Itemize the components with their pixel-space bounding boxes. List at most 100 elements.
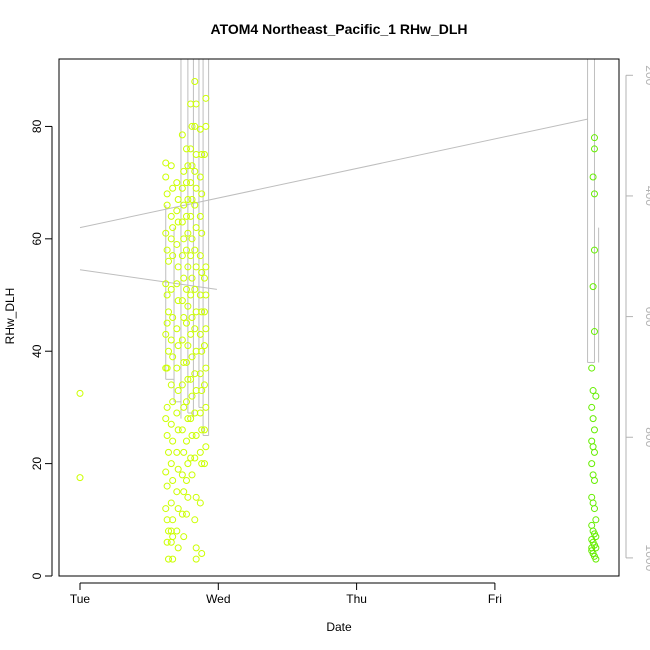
data-point	[173, 240, 181, 248]
data-point	[184, 162, 192, 170]
data-point	[184, 415, 192, 423]
chart-title: ATOM4 Northeast_Pacific_1 RHw_DLH	[211, 21, 468, 37]
data-point	[178, 184, 186, 192]
data-point	[590, 145, 598, 153]
data-point	[589, 283, 597, 291]
data-point	[162, 330, 170, 338]
profile-lines	[79, 59, 600, 437]
data-point	[162, 415, 170, 423]
data-point	[592, 392, 600, 400]
data-point	[192, 100, 200, 108]
data-point	[180, 533, 188, 541]
data-point	[202, 291, 210, 299]
data-point	[590, 328, 598, 336]
data-point	[162, 364, 170, 372]
data-point	[169, 476, 177, 484]
data-point	[162, 280, 170, 288]
data-point	[178, 297, 186, 305]
data-point	[588, 544, 596, 552]
data-point	[173, 527, 181, 535]
data-point	[198, 151, 206, 159]
data-point	[590, 134, 598, 142]
data-point	[163, 538, 171, 546]
data-point	[590, 246, 598, 254]
data-point	[167, 212, 175, 220]
data-point	[589, 471, 597, 479]
data-point	[163, 201, 171, 209]
right-tick-label: 600	[643, 307, 650, 327]
data-point	[174, 218, 182, 226]
data-point	[180, 403, 188, 411]
data-point	[196, 125, 204, 133]
right-tick-label: 800	[643, 427, 650, 447]
data-point	[588, 437, 596, 445]
data-point	[178, 426, 186, 434]
data-point	[162, 468, 170, 476]
data-point	[174, 297, 182, 305]
data-point	[202, 325, 210, 333]
data-point	[167, 235, 175, 243]
data-point	[169, 224, 177, 232]
x-tick-label: Fri	[488, 592, 502, 606]
data-point	[192, 544, 200, 552]
data-point	[178, 471, 186, 479]
data-point	[202, 94, 210, 102]
data-point	[196, 330, 204, 338]
data-point	[174, 387, 182, 395]
x-tick-label: Wed	[206, 592, 230, 606]
data-point	[167, 538, 175, 546]
data-point	[169, 555, 177, 563]
data-point	[182, 398, 190, 406]
y-tick-label: 40	[30, 344, 44, 358]
data-point	[165, 555, 173, 563]
data-point	[187, 415, 195, 423]
data-point	[589, 173, 597, 181]
data-point	[163, 190, 171, 198]
data-point	[162, 173, 170, 181]
data-point	[184, 302, 192, 310]
y-tick-label: 0	[30, 572, 44, 579]
data-point	[184, 460, 192, 468]
data-point	[188, 392, 196, 400]
data-point	[188, 432, 196, 440]
data-point	[163, 246, 171, 254]
data-point	[178, 218, 186, 226]
data-point	[184, 195, 192, 203]
data-point	[192, 432, 200, 440]
data-point	[196, 212, 204, 220]
data-point	[180, 167, 188, 175]
data-point	[162, 229, 170, 237]
y-tick-label: 60	[30, 232, 44, 246]
data-point	[588, 460, 596, 468]
data-point	[173, 179, 181, 187]
data-point	[196, 173, 204, 181]
data-point	[200, 381, 208, 389]
data-point	[192, 493, 200, 501]
data-point	[198, 308, 206, 316]
data-point	[200, 460, 208, 468]
data-point	[182, 319, 190, 327]
data-point	[162, 505, 170, 513]
data-point	[163, 403, 171, 411]
data-point	[180, 314, 188, 321]
data-point	[184, 263, 192, 271]
data-point	[588, 364, 596, 372]
data-point	[187, 330, 195, 338]
data-point	[178, 336, 186, 344]
data-point	[169, 533, 177, 541]
data-point	[178, 252, 186, 260]
data-point	[169, 184, 177, 192]
data-point	[188, 235, 196, 243]
data-point	[198, 269, 206, 277]
data-point	[188, 162, 196, 170]
data-point	[169, 516, 177, 524]
data-point	[169, 437, 177, 445]
data-point	[202, 364, 210, 372]
data-point	[196, 409, 204, 417]
data-point	[167, 420, 175, 428]
data-point	[76, 389, 84, 397]
plot-frame	[58, 58, 620, 577]
data-point	[198, 550, 206, 558]
data-point	[187, 145, 195, 153]
